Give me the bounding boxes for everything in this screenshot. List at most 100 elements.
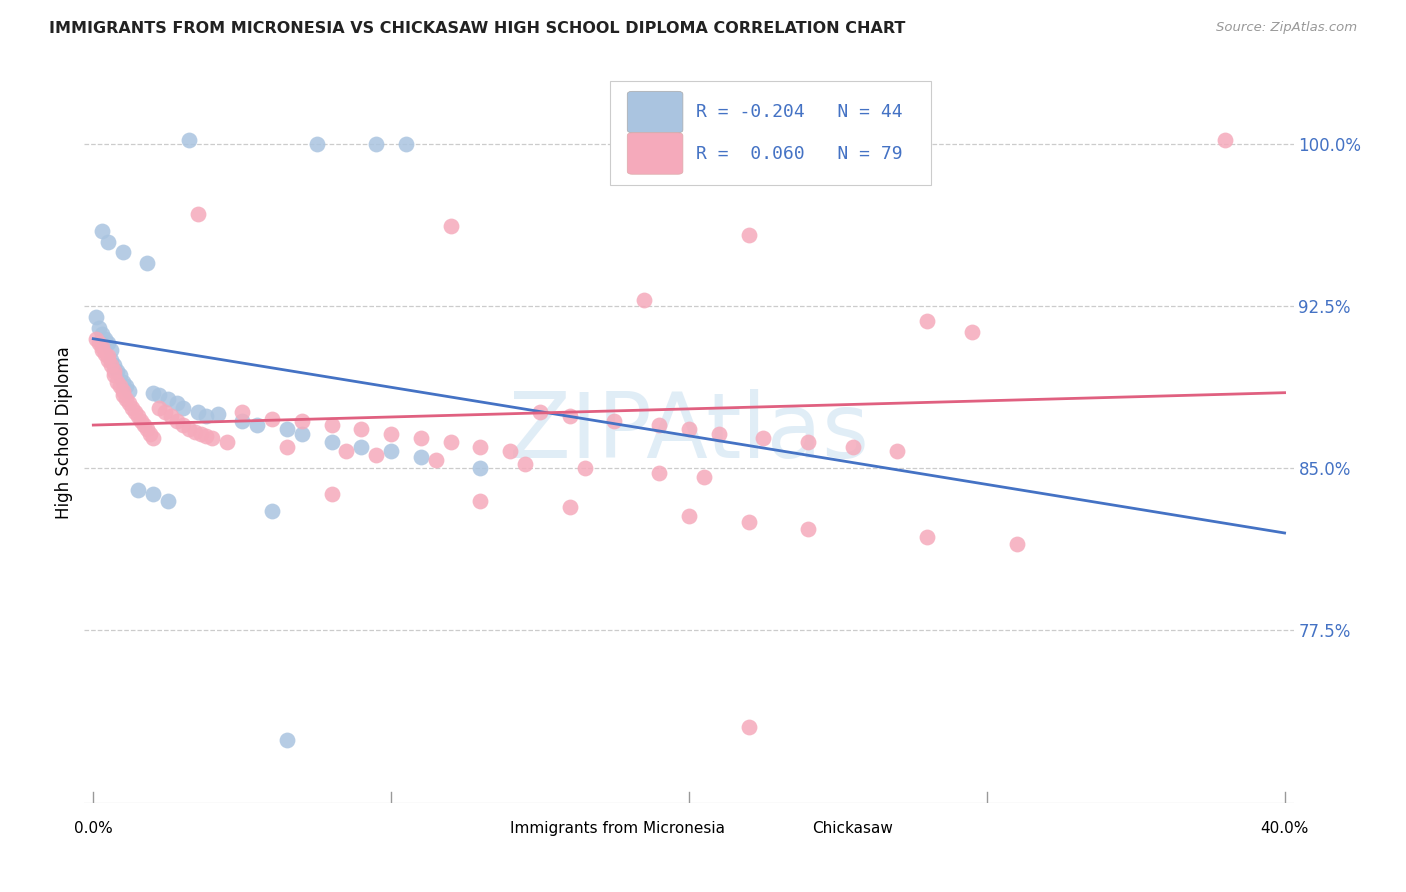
Point (190, 426, 212, 441)
Point (121, 401, 143, 415)
Point (231, 414, 253, 428)
Point (321, 418, 343, 433)
Point (513, 457, 536, 471)
Point (132, 418, 155, 433)
Point (91, 340, 114, 354)
Point (201, 431, 224, 445)
FancyBboxPatch shape (758, 815, 801, 842)
Point (797, 522, 820, 536)
Point (142, 385, 165, 400)
Point (186, 405, 208, 419)
Point (129, 414, 152, 428)
Point (1005, 537, 1028, 551)
Point (335, 444, 357, 458)
Point (97, 353, 120, 368)
Point (752, 431, 775, 445)
Point (172, 418, 194, 433)
Point (127, 409, 149, 424)
Point (108, 368, 131, 383)
Point (148, 401, 170, 415)
Point (529, 405, 551, 419)
Point (91, 327, 114, 342)
Point (380, 426, 402, 441)
Point (291, 414, 314, 428)
Point (112, 245, 135, 260)
Point (276, 422, 298, 436)
Point (366, 137, 388, 152)
Point (603, 414, 626, 428)
Point (100, 353, 122, 368)
Point (100, 343, 122, 357)
Point (142, 487, 165, 501)
FancyBboxPatch shape (610, 81, 931, 185)
Point (409, 450, 432, 465)
Point (127, 483, 149, 497)
Point (737, 515, 759, 529)
Point (118, 384, 141, 398)
Point (84, 310, 107, 325)
Point (648, 466, 671, 480)
Point (693, 470, 716, 484)
Point (321, 487, 343, 501)
Point (558, 409, 581, 424)
Point (103, 358, 125, 372)
Y-axis label: High School Diploma: High School Diploma (55, 346, 73, 519)
Point (135, 256, 157, 270)
Point (380, 444, 402, 458)
Point (499, 444, 522, 458)
Point (842, 440, 865, 454)
Point (797, 435, 820, 450)
Point (246, 418, 269, 433)
Point (124, 405, 146, 419)
FancyBboxPatch shape (456, 815, 499, 842)
Point (105, 375, 128, 389)
Point (350, 440, 373, 454)
Point (89, 321, 111, 335)
Point (105, 364, 128, 378)
Point (395, 137, 418, 152)
Point (470, 493, 492, 508)
Point (84, 332, 107, 346)
Text: Immigrants from Micronesia: Immigrants from Micronesia (510, 822, 725, 836)
Point (574, 461, 596, 475)
Point (470, 440, 492, 454)
Point (366, 448, 388, 462)
Point (148, 388, 170, 402)
Point (737, 228, 759, 243)
Point (440, 435, 463, 450)
Point (118, 396, 141, 410)
Point (159, 409, 181, 424)
Text: Chickasaw: Chickasaw (813, 822, 893, 836)
Point (260, 504, 283, 518)
Text: ZIPAtlas: ZIPAtlas (509, 389, 869, 476)
Point (217, 435, 239, 450)
Point (103, 364, 125, 378)
Point (91, 343, 114, 357)
Point (156, 493, 179, 508)
Point (915, 530, 938, 544)
Point (470, 461, 492, 475)
Point (425, 452, 447, 467)
Point (103, 368, 125, 383)
Point (166, 414, 188, 428)
Point (321, 435, 343, 450)
FancyBboxPatch shape (627, 91, 683, 133)
Point (648, 418, 671, 433)
Point (737, 720, 759, 734)
Point (678, 422, 700, 436)
Point (231, 405, 253, 419)
Point (91, 224, 114, 238)
Text: R = -0.204   N = 44: R = -0.204 N = 44 (696, 103, 903, 121)
Point (960, 325, 983, 339)
Point (100, 358, 122, 372)
Point (260, 411, 283, 425)
Point (291, 426, 314, 441)
Point (276, 733, 298, 747)
Point (177, 133, 200, 147)
Point (153, 405, 176, 419)
Point (633, 293, 655, 307)
Point (678, 508, 700, 523)
Text: Source: ZipAtlas.com: Source: ZipAtlas.com (1216, 21, 1357, 34)
Point (166, 396, 188, 410)
Point (195, 429, 218, 443)
